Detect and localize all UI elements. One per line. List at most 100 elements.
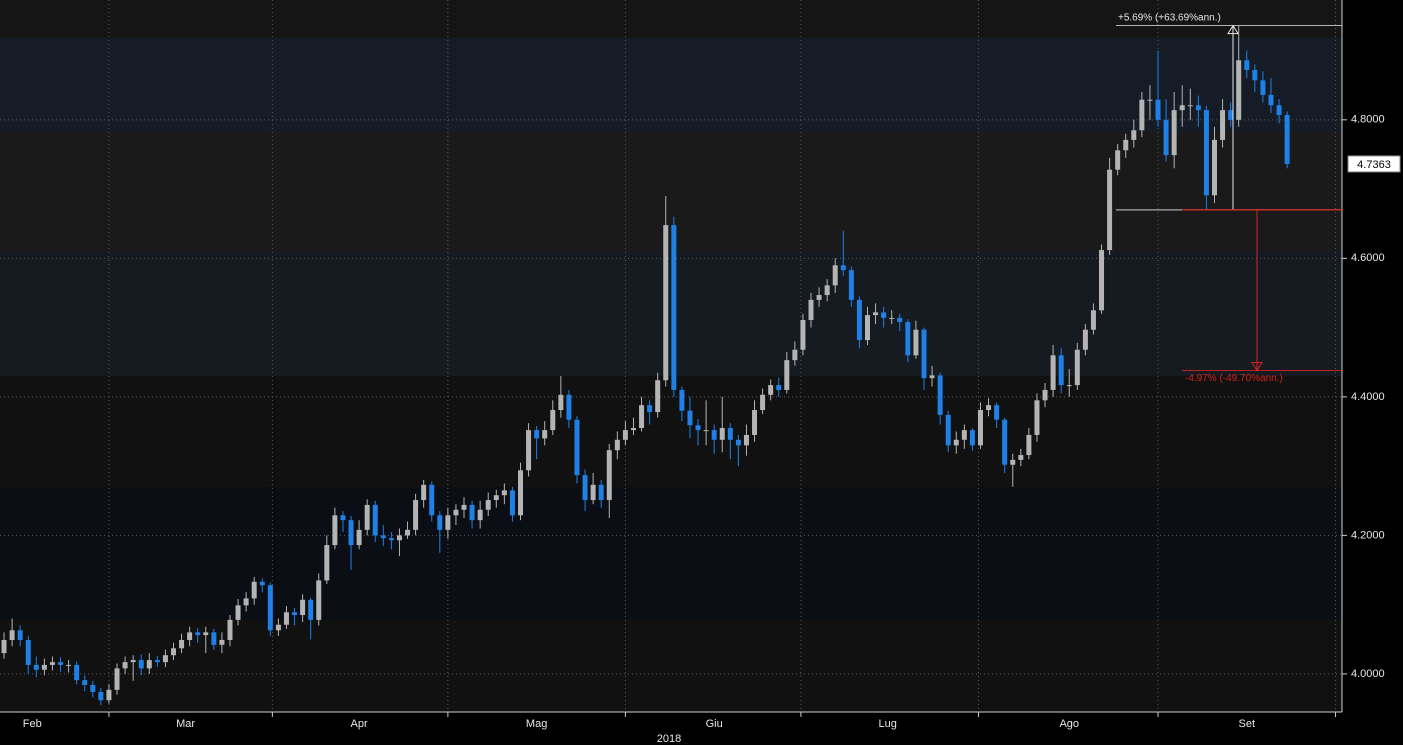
candle-body xyxy=(292,612,298,616)
candle-body xyxy=(534,430,540,439)
candle-body xyxy=(90,684,96,692)
candle-body xyxy=(82,680,88,685)
candle-body xyxy=(848,270,854,300)
candle-body xyxy=(639,405,645,429)
candle-body xyxy=(356,529,362,546)
x-tick-label: Lug xyxy=(878,718,896,730)
candle-body xyxy=(33,664,39,670)
candle-body xyxy=(1244,60,1250,70)
x-tick-label: Apr xyxy=(351,718,368,730)
candle-body xyxy=(816,295,822,300)
candle-body xyxy=(1260,80,1266,95)
annotation-label: -4.97% (-49.70%ann.) xyxy=(1185,373,1283,384)
candle-body xyxy=(219,639,225,645)
candle-body xyxy=(461,504,467,510)
band xyxy=(0,38,1342,132)
last-price-label: 4.7363 xyxy=(1357,159,1391,171)
candle-body xyxy=(469,504,475,521)
candle-body xyxy=(824,285,830,296)
candle-body xyxy=(501,490,507,496)
candle-body xyxy=(49,662,55,665)
x-tick-label: Giu xyxy=(706,718,723,730)
candle-body xyxy=(663,225,669,381)
candle-body xyxy=(1179,105,1185,111)
candle-body xyxy=(275,624,281,631)
candle-body xyxy=(1195,105,1201,111)
candle-body xyxy=(994,405,1000,420)
candle-body xyxy=(316,580,322,620)
band xyxy=(0,0,1342,38)
candle-body xyxy=(114,668,120,690)
candle-body xyxy=(969,430,975,446)
candle-body xyxy=(1018,455,1024,460)
candle-body xyxy=(760,394,766,411)
candle-body xyxy=(17,630,23,640)
candle-body xyxy=(1228,110,1234,120)
candle-body xyxy=(1220,110,1226,140)
candle-body xyxy=(1139,99,1145,131)
candle-body xyxy=(1276,105,1282,115)
candle-body xyxy=(1107,169,1113,251)
candle-body xyxy=(477,509,483,521)
candle-body xyxy=(897,317,903,323)
candle-body xyxy=(1026,434,1032,456)
candle-body xyxy=(1211,139,1217,196)
candle-body xyxy=(687,410,693,426)
candle-body xyxy=(251,581,257,599)
x-tick-label: Feb xyxy=(23,718,42,730)
candle-body xyxy=(243,598,249,606)
candle-body xyxy=(929,375,935,379)
candle-body xyxy=(380,535,386,539)
candle-body xyxy=(695,425,701,431)
candle-body xyxy=(703,430,709,432)
candle-body xyxy=(283,612,289,625)
candle-body xyxy=(1082,329,1088,350)
candle-body xyxy=(1066,385,1072,387)
last-price-box xyxy=(1347,155,1401,173)
candle-body xyxy=(1090,310,1096,330)
candle-body xyxy=(364,504,370,530)
candle-body xyxy=(179,639,185,649)
candle-body xyxy=(711,430,717,440)
candle-body xyxy=(348,520,354,546)
band xyxy=(0,620,1342,712)
candle-body xyxy=(130,660,136,663)
candle-body xyxy=(25,639,31,665)
candle-body xyxy=(735,439,741,446)
candle-body xyxy=(1099,250,1105,311)
candle-body xyxy=(203,632,209,636)
candle-body xyxy=(630,428,636,431)
candle-body xyxy=(453,509,459,516)
candle-body xyxy=(106,689,112,701)
candle-body xyxy=(574,419,580,476)
candle-body xyxy=(961,430,967,440)
candle-body xyxy=(873,312,879,316)
candle-body xyxy=(655,380,661,413)
y-tick-label: 4.4000 xyxy=(1351,391,1385,403)
x-tick-label: Mar xyxy=(176,718,195,730)
y-tick-label: 4.0000 xyxy=(1351,668,1385,680)
candle-body xyxy=(1,639,7,654)
annotation-label: +5.69% (+63.69%ann.) xyxy=(1118,12,1221,23)
candle-body xyxy=(1131,130,1137,140)
candle-body xyxy=(719,428,725,440)
candle-body xyxy=(9,630,15,640)
candle-body xyxy=(558,394,564,411)
candle-body xyxy=(1010,459,1016,465)
candle-body xyxy=(856,299,862,341)
candle-body xyxy=(146,660,152,669)
candle-body xyxy=(1058,355,1064,386)
candle-body xyxy=(308,599,314,620)
candle-body xyxy=(1236,60,1242,120)
candle-body xyxy=(372,504,378,536)
candle-body xyxy=(792,349,798,361)
x-axis-title: 2018 xyxy=(657,733,681,745)
candle-body xyxy=(1034,400,1040,435)
candle-body xyxy=(66,664,72,666)
candle-body xyxy=(913,329,919,356)
candle-body xyxy=(550,410,556,431)
band xyxy=(0,250,1342,376)
candle-body xyxy=(752,410,758,435)
candle-body xyxy=(614,439,620,451)
candle-body xyxy=(1147,99,1153,101)
